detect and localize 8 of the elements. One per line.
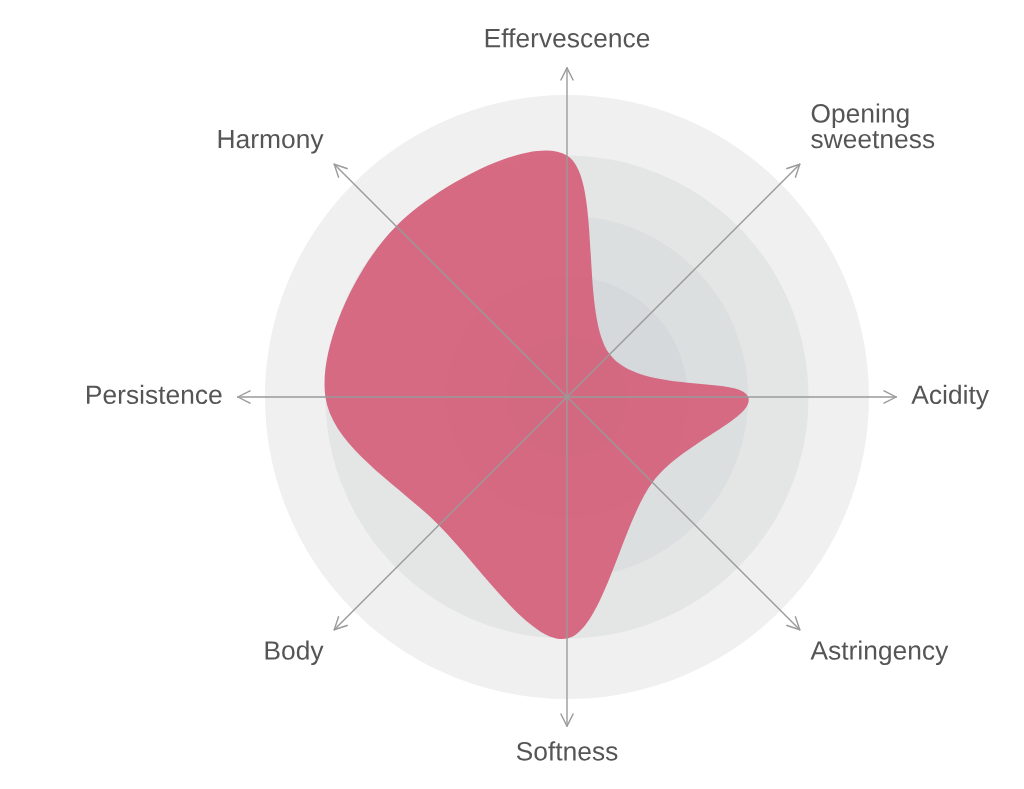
spoke-label: Opening sweetness (811, 103, 935, 149)
spoke-label: Acidity (911, 384, 989, 410)
spoke-label: Harmony (218, 129, 324, 154)
spoke-label: Body (265, 640, 324, 666)
spoke-label: Persistence (87, 384, 222, 405)
spoke-label: Astringency (810, 640, 949, 666)
spoke-label: Softness (516, 741, 618, 761)
spoke-label: Effervescence (485, 28, 650, 48)
